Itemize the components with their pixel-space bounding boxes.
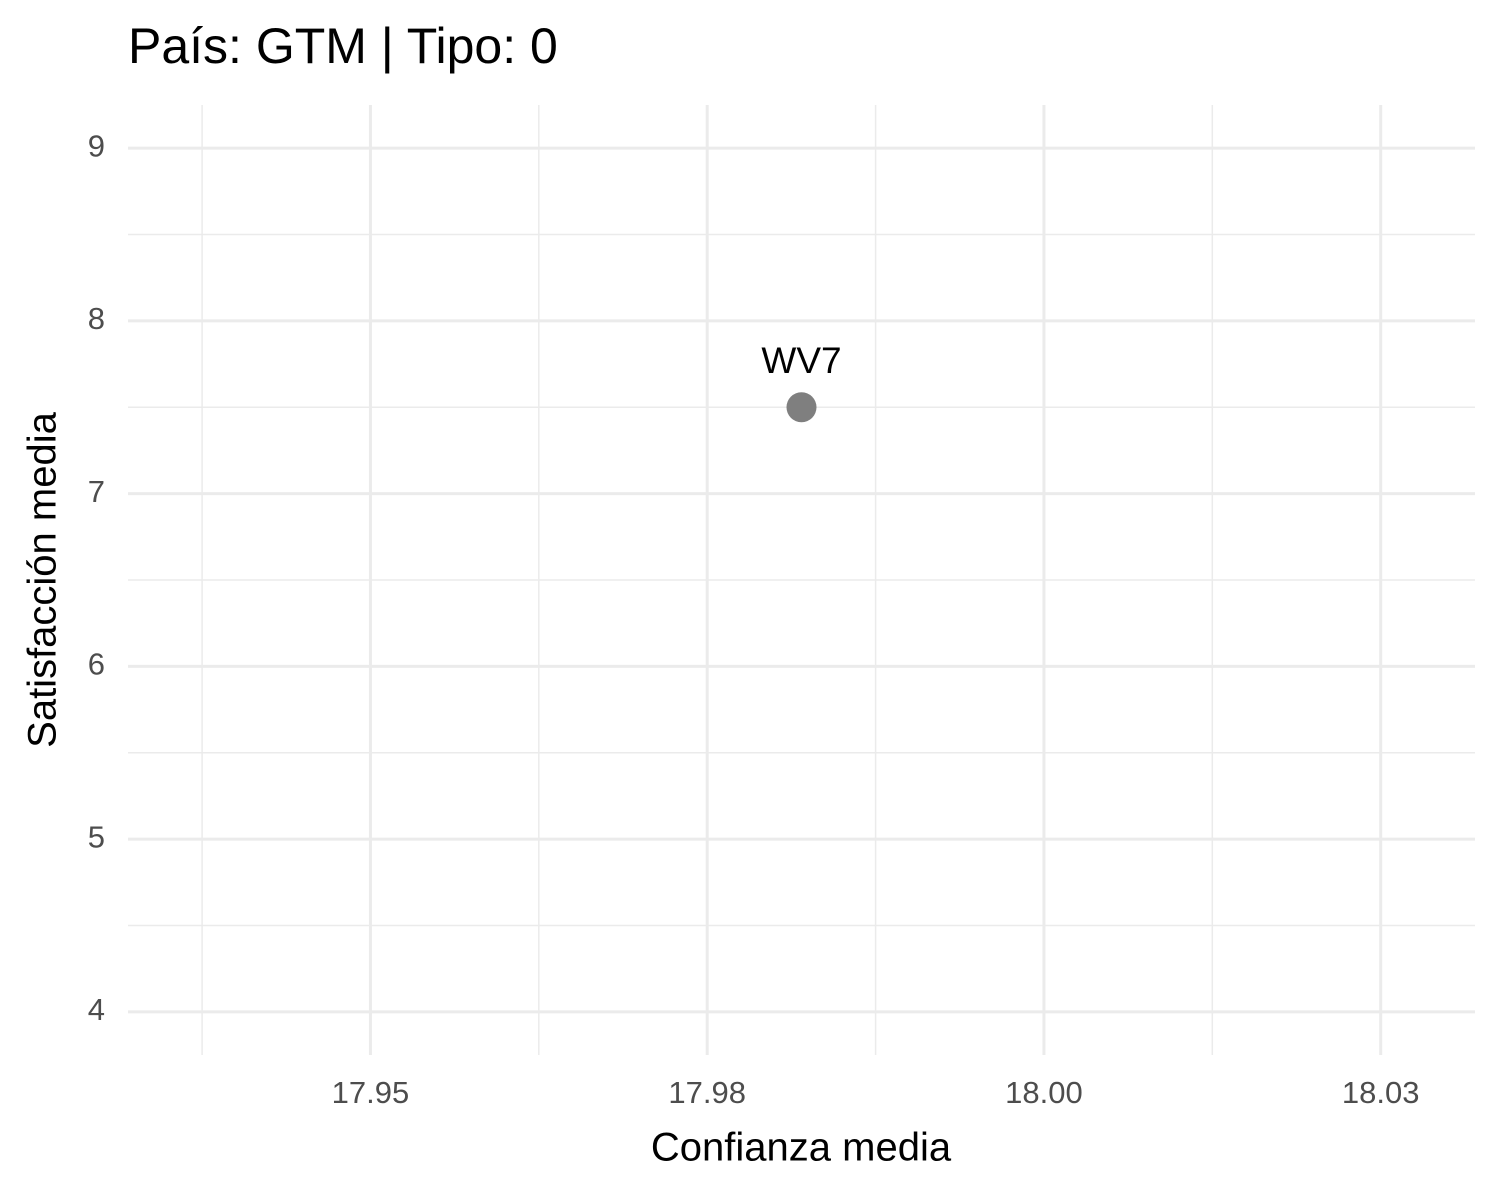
x-tick-label: 18.00 bbox=[1005, 1075, 1083, 1110]
x-axis-title: Confianza media bbox=[651, 1126, 952, 1170]
y-tick-label: 8 bbox=[88, 301, 105, 336]
x-tick-label: 18.03 bbox=[1342, 1075, 1420, 1110]
point bbox=[786, 392, 817, 423]
chart-title: País: GTM | Tipo: 0 bbox=[128, 18, 558, 74]
x-tick-label: 17.98 bbox=[668, 1075, 746, 1110]
y-axis-title: Satisfacción media bbox=[21, 411, 65, 747]
x-tick-label: 17.95 bbox=[332, 1075, 410, 1110]
point-label: WV7 bbox=[761, 340, 841, 381]
y-tick-label: 5 bbox=[88, 819, 105, 854]
y-tick-label: 4 bbox=[88, 992, 105, 1027]
y-tick-label: 9 bbox=[88, 128, 105, 163]
y-tick-label: 7 bbox=[88, 474, 105, 509]
y-tick-label: 6 bbox=[88, 647, 105, 682]
